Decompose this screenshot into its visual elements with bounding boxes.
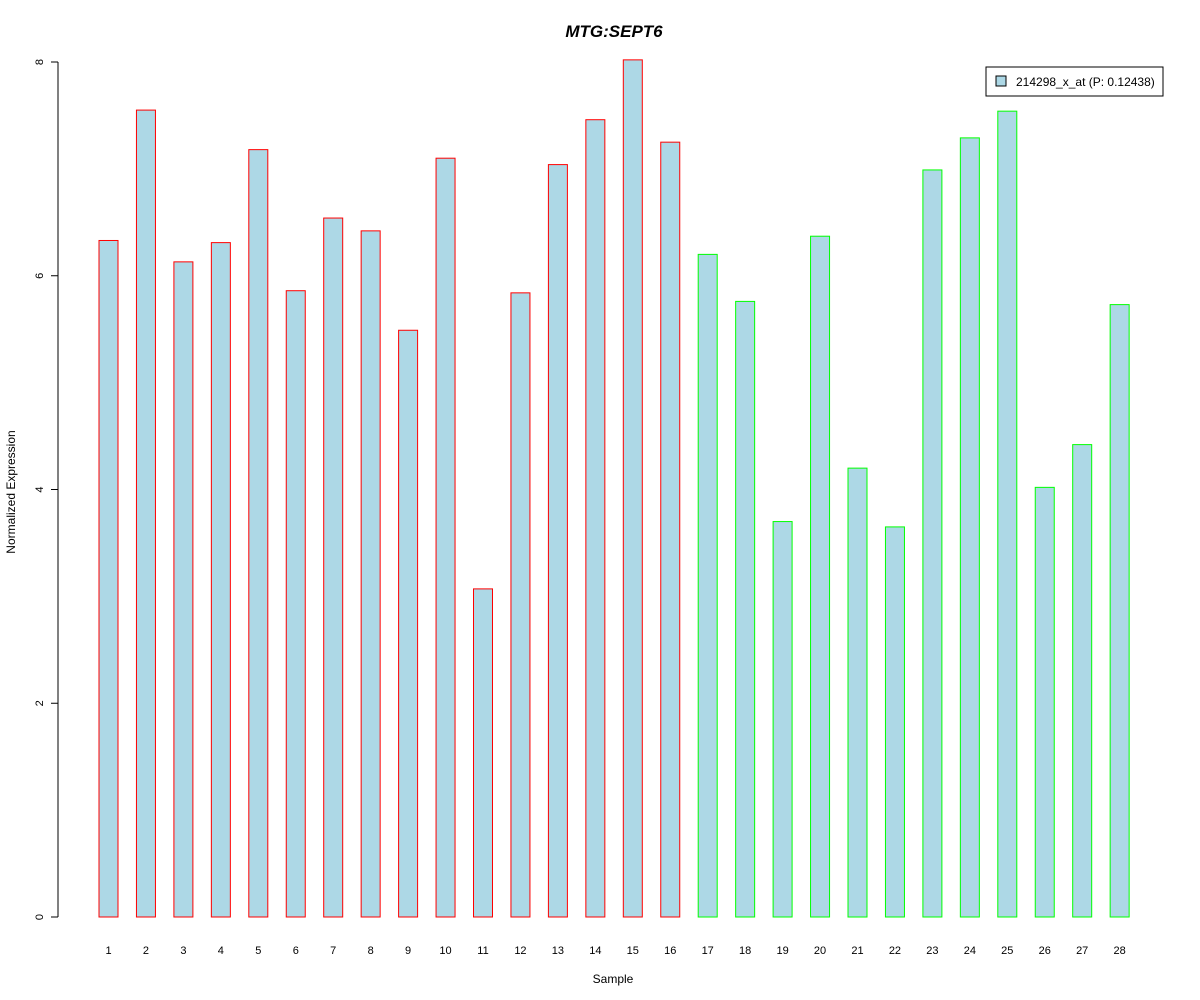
x-tick-label: 17 bbox=[702, 945, 714, 957]
bar-sample-19 bbox=[772, 521, 793, 918]
y-tick-label: 8 bbox=[34, 59, 46, 65]
x-tick-label: 15 bbox=[627, 945, 639, 957]
x-tick-label: 28 bbox=[1114, 945, 1126, 957]
y-axis-label: Normalized Expression bbox=[4, 430, 18, 553]
legend-label: 214298_x_at (P: 0.12438) bbox=[1016, 75, 1155, 89]
x-axis-label: Sample bbox=[593, 972, 634, 986]
x-tick-label: 6 bbox=[293, 945, 299, 957]
bar-sample-7 bbox=[323, 217, 344, 918]
bar-sample-21 bbox=[847, 467, 868, 918]
x-tick-label: 8 bbox=[368, 945, 374, 957]
x-tick-label: 19 bbox=[776, 945, 788, 957]
x-tick-label: 16 bbox=[664, 945, 676, 957]
bar-sample-5 bbox=[248, 149, 269, 918]
x-tick-label: 3 bbox=[180, 945, 186, 957]
x-tick-label: 26 bbox=[1039, 945, 1051, 957]
bar-sample-3 bbox=[173, 261, 194, 918]
x-tick-label: 7 bbox=[330, 945, 336, 957]
bar-sample-14 bbox=[585, 119, 606, 918]
x-tick-label: 27 bbox=[1076, 945, 1088, 957]
bar-sample-28 bbox=[1109, 304, 1130, 918]
y-tick-label: 0 bbox=[34, 914, 46, 920]
bar-sample-4 bbox=[210, 242, 231, 918]
bar-sample-6 bbox=[285, 290, 306, 918]
x-tick-label: 21 bbox=[851, 945, 863, 957]
x-tick-label: 1 bbox=[105, 945, 111, 957]
x-tick-label: 18 bbox=[739, 945, 751, 957]
y-tick-label: 2 bbox=[34, 700, 46, 706]
x-tick-label: 11 bbox=[477, 945, 488, 957]
y-tick-label: 4 bbox=[34, 486, 46, 492]
x-tick-label: 4 bbox=[218, 945, 224, 957]
chart-title: MTG:SEPT6 bbox=[565, 22, 663, 41]
y-tick-label: 6 bbox=[34, 273, 46, 279]
x-tick-labels: 1 2 3 4 5 6 7 8 9 10 11 12 13 14 15 16 17 18 19 20 21 22 23 24 2… bbox=[105, 945, 1125, 957]
x-tick-label: 22 bbox=[889, 945, 901, 957]
x-tick-label: 5 bbox=[255, 945, 261, 957]
bar-sample-20 bbox=[810, 235, 831, 918]
legend: 214298_x_at (P: 0.12438) bbox=[985, 66, 1164, 97]
bar-sample-12 bbox=[510, 292, 531, 918]
x-tick-label: 12 bbox=[514, 945, 526, 957]
x-tick-label: 13 bbox=[552, 945, 564, 957]
bar-sample-1 bbox=[98, 239, 119, 918]
legend-swatch bbox=[995, 75, 1007, 87]
x-tick-label: 25 bbox=[1001, 945, 1013, 957]
bar-sample-15 bbox=[622, 59, 643, 918]
x-tick-label: 9 bbox=[405, 945, 411, 957]
bar-sample-17 bbox=[697, 253, 718, 918]
bar-sample-16 bbox=[660, 141, 681, 918]
y-axis: 0 2 4 6 8 bbox=[34, 59, 59, 920]
bar-sample-13 bbox=[547, 164, 568, 918]
bar-sample-23 bbox=[922, 169, 943, 918]
bar-sample-22 bbox=[884, 526, 905, 918]
x-tick-label: 14 bbox=[589, 945, 601, 957]
bar-sample-27 bbox=[1072, 444, 1093, 918]
bars-group bbox=[98, 59, 1130, 918]
x-tick-label: 23 bbox=[926, 945, 938, 957]
x-tick-label: 2 bbox=[143, 945, 149, 957]
x-tick-label: 24 bbox=[964, 945, 976, 957]
bar-sample-8 bbox=[360, 230, 381, 918]
x-tick-label: 20 bbox=[814, 945, 826, 957]
legend-box bbox=[985, 66, 1164, 97]
bar-sample-11 bbox=[473, 588, 493, 918]
x-tick-label: 10 bbox=[439, 945, 451, 957]
bar-sample-2 bbox=[135, 109, 156, 918]
bar-sample-9 bbox=[398, 329, 419, 918]
bar-sample-18 bbox=[735, 300, 756, 918]
bar-sample-10 bbox=[435, 157, 456, 918]
bar-sample-26 bbox=[1034, 486, 1055, 918]
bar-sample-24 bbox=[959, 137, 980, 918]
bar-sample-25 bbox=[997, 110, 1018, 918]
